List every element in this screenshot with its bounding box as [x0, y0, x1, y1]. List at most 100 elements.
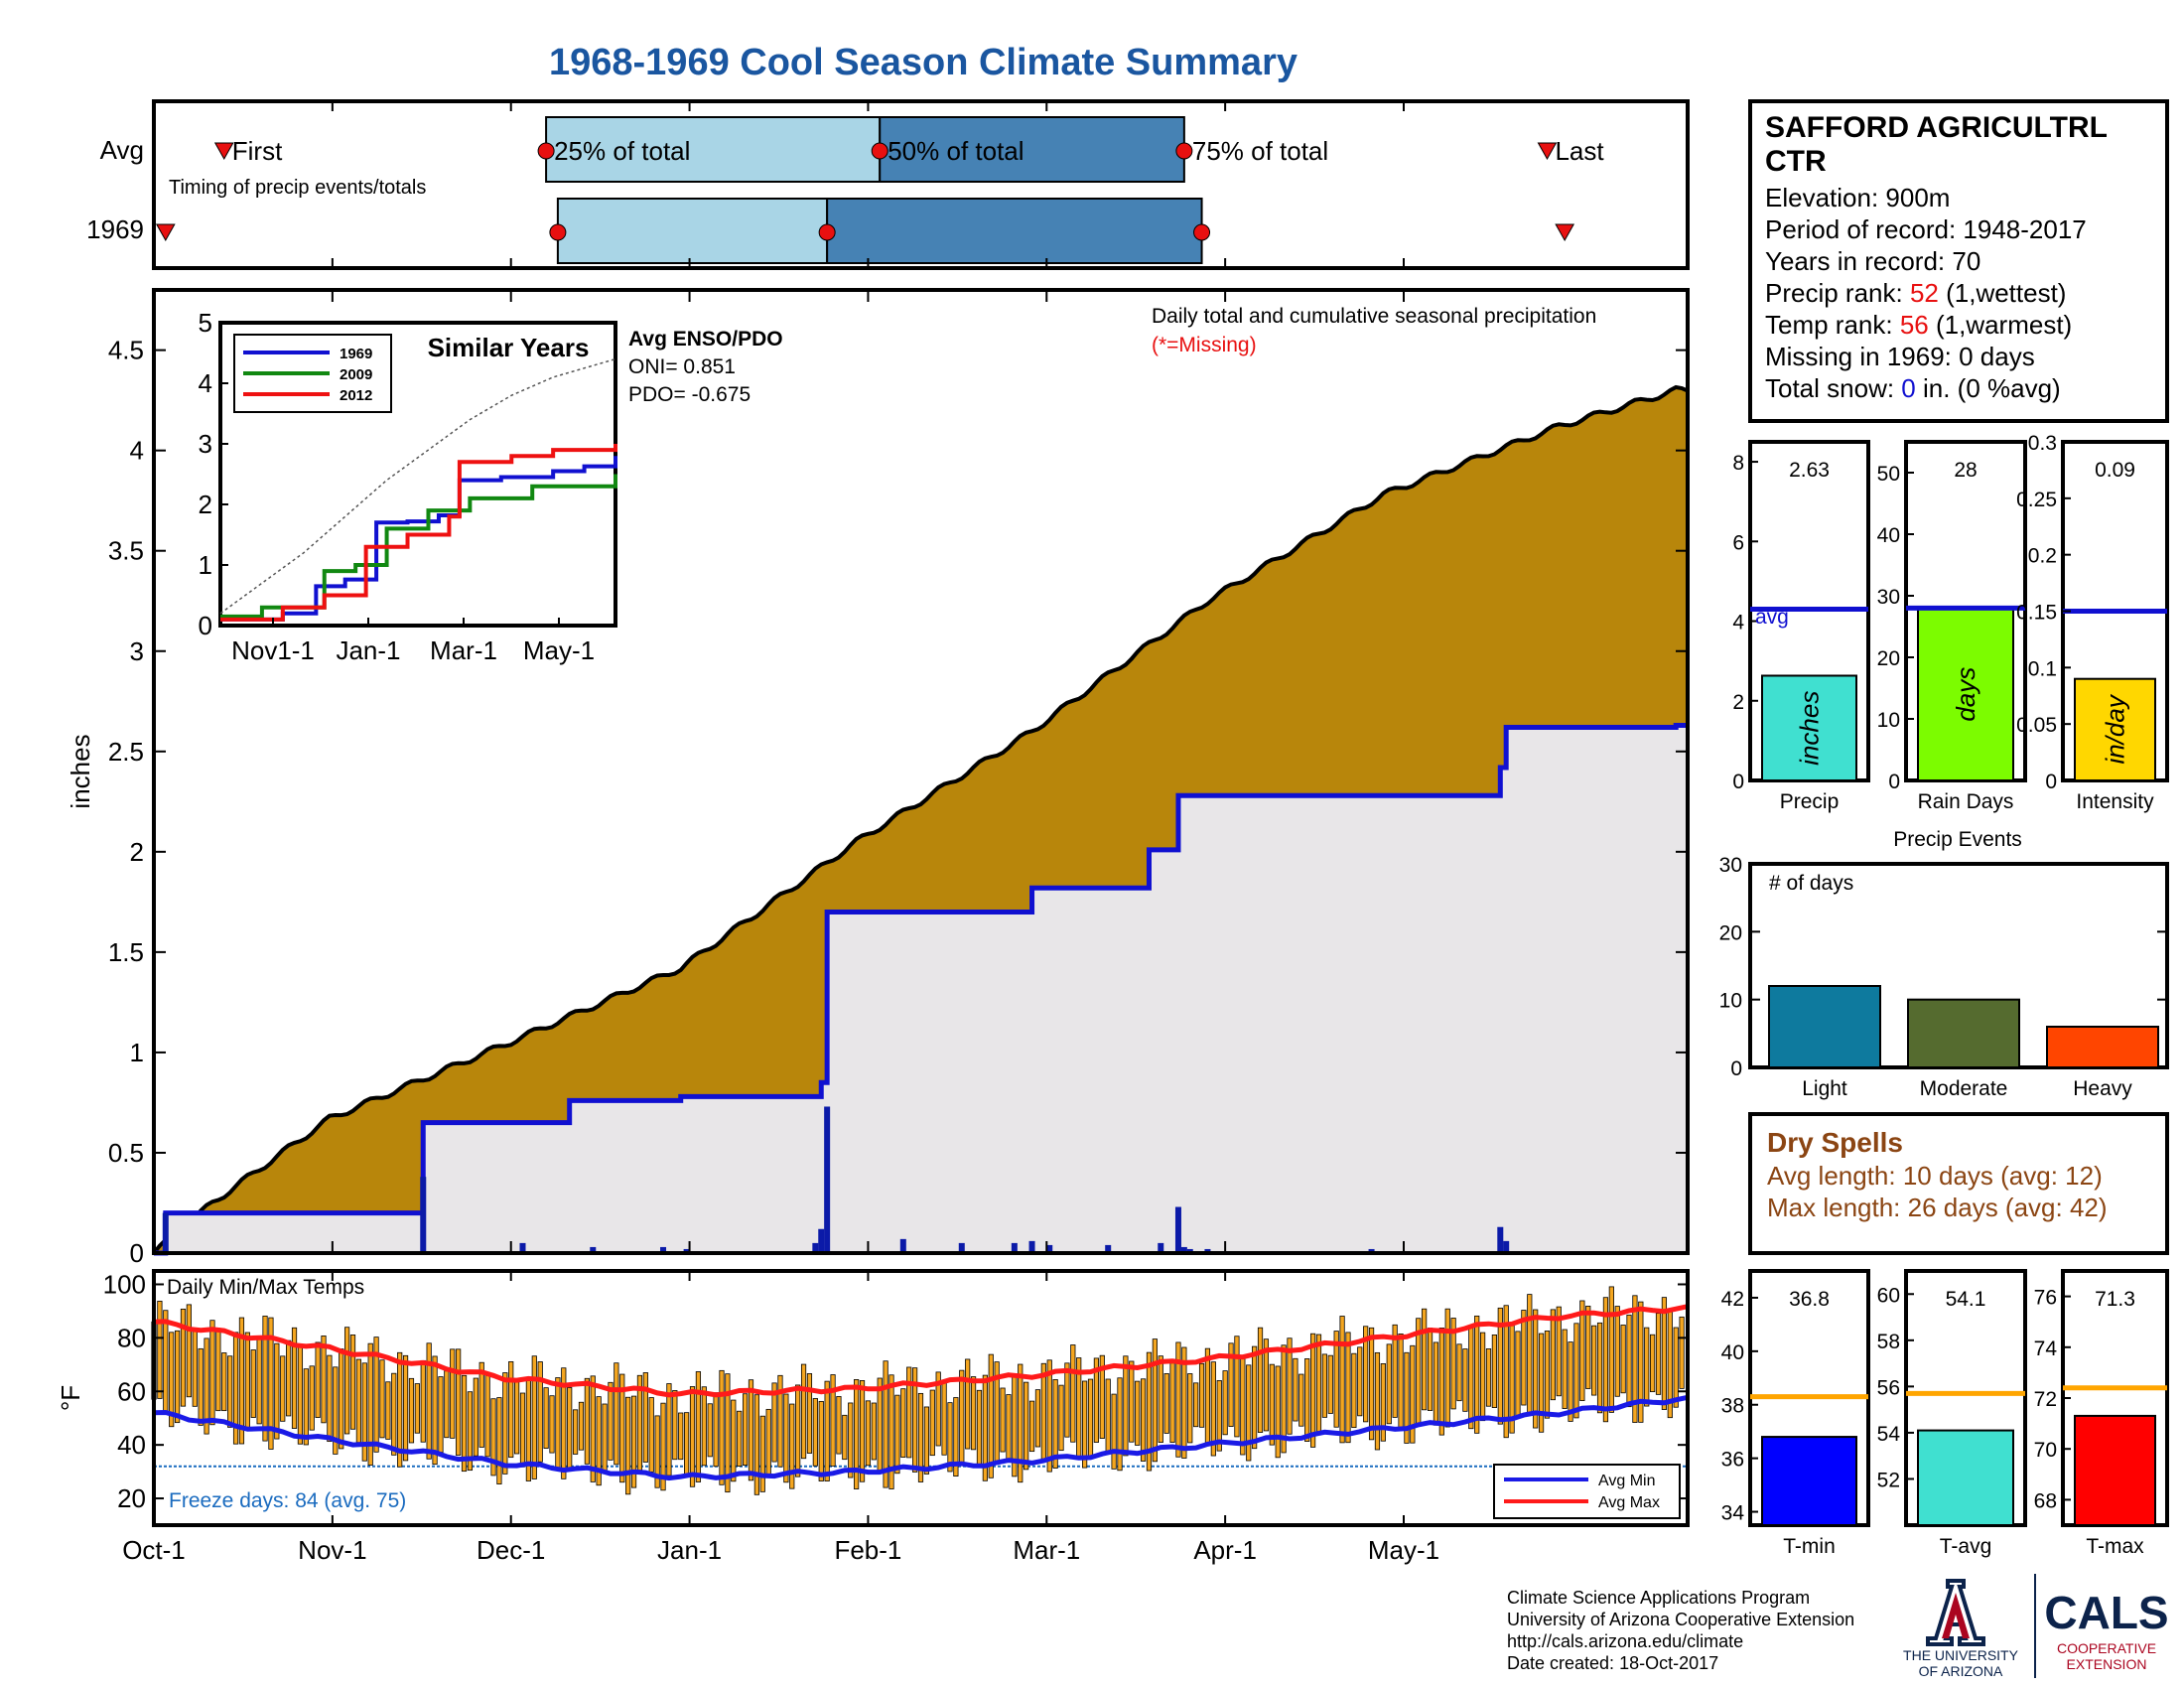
daily-temp-bar [343, 1327, 350, 1435]
year-cumulative-area [154, 725, 1688, 1253]
events-tick-label: 10 [1719, 990, 1742, 1013]
daily-temp-bar [1444, 1308, 1450, 1428]
daily-temp-bar [1222, 1370, 1228, 1436]
daily-temp-bar [291, 1327, 298, 1429]
month-label: Nov-1 [298, 1535, 366, 1565]
precip-total-value: 2.63 [1789, 459, 1830, 482]
inset-marks [219, 357, 617, 622]
daily-temp-bar [1105, 1378, 1111, 1453]
footer-line1: Climate Science Applications Program [1507, 1588, 1810, 1608]
precip-ytick-label: 1 [130, 1038, 144, 1067]
daily-temp-bar [836, 1396, 842, 1455]
daily-temp-bar [947, 1402, 953, 1473]
daily-precip-bar [818, 1228, 825, 1253]
daily-temp-bar [689, 1386, 696, 1487]
daily-temp-bar [1046, 1359, 1052, 1473]
daily-temp-bar [1309, 1333, 1316, 1448]
intensity-label: Intensity [2076, 790, 2154, 813]
tavg-bar [1917, 1429, 2014, 1526]
daily-temp-bar [1099, 1354, 1105, 1439]
intensity-unit: in/day [2101, 693, 2130, 764]
timing-marks: First 25% of total 50% of total 75% of tota… [153, 101, 1604, 268]
events-marks: 0 10 20 30 Light Moderate Heavy [1719, 854, 2167, 1100]
daily-temp-bar [221, 1352, 227, 1412]
precip-yticks: 0 0.5 1 1.5 2 2.5 3 3.5 4 4.5 [108, 290, 1688, 1268]
daily-temp-bar [1146, 1351, 1153, 1472]
daily-temp-bar [1474, 1315, 1480, 1434]
daily-temp-bar [327, 1354, 333, 1443]
daily-temp-bar [1550, 1309, 1556, 1401]
daily-temp-bar [1327, 1354, 1333, 1414]
similar-years-inset: 0 1 2 3 4 5 Nov1-1 Jan-1 Mar-1 May-1 Similar Year… [199, 308, 617, 665]
inset-xtick-label: Mar-1 [430, 635, 497, 665]
daily-precip-bar [162, 1212, 169, 1253]
rain-days-tick-label: 30 [1877, 586, 1900, 609]
temp-ytick-label: 40 [117, 1430, 146, 1460]
daily-temp-bar [941, 1381, 947, 1456]
daily-temp-bar [1650, 1334, 1656, 1393]
precip-total-unit: inches [1795, 691, 1825, 766]
daily-temp-bar [379, 1359, 385, 1439]
tmax-tick-label: 74 [2034, 1337, 2058, 1360]
daily-precip-bar [1503, 1240, 1510, 1253]
station-snow: Total snow: 0 in. (0 %avg) [1765, 373, 2061, 403]
daily-temp-bar [192, 1329, 198, 1407]
cals-logo: CALS COOPERATIVE EXTENSION [2044, 1587, 2168, 1672]
daily-precip-bar [1011, 1242, 1018, 1253]
daily-precip-bar [660, 1246, 667, 1253]
inset-ytick-label: 1 [199, 550, 212, 580]
timing-panel: Avg 1969 First 25% of total 50% of total 75… [86, 99, 1690, 270]
daily-temp-bar [678, 1412, 684, 1461]
daily-temp-bar [567, 1387, 573, 1472]
station-info: SAFFORD AGRICULTRL CTR Elevation: 900m P… [1748, 99, 2169, 423]
daily-temp-bar [420, 1359, 426, 1443]
daily-temp-bar [1216, 1380, 1222, 1452]
daily-precip-bar [812, 1242, 819, 1253]
temp-legend: Avg Min Avg Max [1493, 1464, 1681, 1519]
precip-missing-note: (*=Missing) [1152, 334, 1257, 356]
enso-title: Avg ENSO/PDO [628, 328, 783, 351]
daily-temp-bar [1070, 1344, 1076, 1443]
daily-temp-bar [1392, 1324, 1398, 1418]
daily-temp-bar [461, 1374, 468, 1473]
precip-chart: 0 0.5 1 1.5 2 2.5 3 3.5 4 4.5 inches Daily total … [66, 288, 1690, 1268]
daily-temp-bar [1527, 1294, 1533, 1413]
daily-temp-bar [1052, 1379, 1058, 1469]
dry-spells-avg: Avg length: 10 days (avg: 12) [1767, 1161, 2103, 1191]
temp-ytick-label: 100 [103, 1269, 146, 1299]
daily-temp-bar [238, 1317, 245, 1445]
daily-temp-bar [315, 1341, 321, 1418]
daily-temp-bar [555, 1377, 561, 1471]
timing-row-avg: Avg [100, 135, 144, 165]
daily-temp-bar [467, 1391, 474, 1472]
daily-temp-bar [1673, 1327, 1679, 1408]
daily-temp-bar [859, 1380, 866, 1482]
tavg-tick-label: 56 [1877, 1376, 1900, 1399]
daily-temp-bar [531, 1355, 537, 1479]
daily-temp-bar [1246, 1364, 1252, 1462]
inset-title: Similar Years [428, 333, 590, 362]
daily-temp-bar [473, 1377, 478, 1457]
daily-temp-bar [1351, 1352, 1357, 1429]
daily-temp-bar [1410, 1344, 1416, 1444]
avg-box-25-50 [545, 116, 882, 183]
tmax-tick-label: 76 [2034, 1287, 2057, 1310]
station-elevation: Elevation: 900m [1765, 183, 1950, 212]
daily-precip-bar [899, 1238, 906, 1253]
inset-average-line [219, 357, 616, 615]
rain-days-label: Rain Days [1918, 790, 2014, 813]
daily-temp-bar [923, 1406, 929, 1475]
daily-temp-bar [414, 1383, 420, 1434]
daily-temp-bar [1462, 1348, 1468, 1412]
year-75-marker [1193, 223, 1211, 241]
daily-temp-bar [280, 1355, 286, 1422]
precip-ytick-label: 2 [130, 837, 144, 867]
tmax-value: 71.3 [2095, 1288, 2135, 1311]
daily-temp-bar [953, 1397, 959, 1477]
daily-temp-bar [215, 1328, 221, 1412]
daily-temp-bar [1006, 1394, 1012, 1461]
daily-temp-bar [800, 1363, 807, 1460]
tavg-value: 54.1 [1946, 1288, 1986, 1311]
daily-temp-bar [883, 1360, 888, 1488]
station-frame [1748, 99, 2169, 423]
